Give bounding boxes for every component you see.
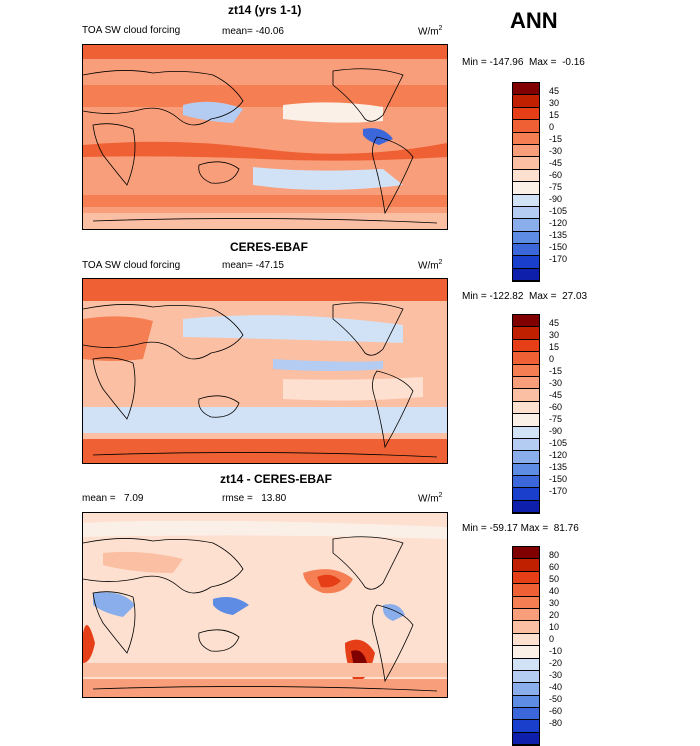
panel3-level: 50: [549, 574, 560, 584]
panel3-level: 40: [549, 586, 560, 596]
panel2-title: CERES-EBAF: [230, 240, 309, 254]
panel2-level: 0: [549, 354, 555, 364]
panel3-level: -50: [549, 694, 563, 704]
panel1-level: -135: [549, 230, 568, 240]
panel2-level: -45: [549, 390, 563, 400]
panel2-level: -60: [549, 402, 563, 412]
panel1-level: -120: [549, 218, 568, 228]
panel3-rmse: rmse = 13.80: [222, 493, 287, 504]
panel3-level: -60: [549, 706, 563, 716]
panel3-mean: mean = 7.09: [82, 493, 144, 504]
panel1-level: -105: [549, 206, 568, 216]
panel1-colorbar: 45 30 15 0 -15 -30 -45 -60 -75 -90 -105 …: [512, 82, 567, 283]
panel1-map: [82, 44, 448, 230]
season-label: ANN: [510, 8, 558, 33]
panel3-units: W/m2: [418, 492, 443, 505]
panel1-variable-label: TOA SW cloud forcing: [82, 25, 181, 36]
panel1-level: 0: [549, 122, 555, 132]
panel3-level: 0: [549, 634, 555, 644]
panel3-level: -80: [549, 718, 563, 728]
panel3-level: -20: [549, 658, 563, 668]
panel1-level: -45: [549, 158, 563, 168]
panel2-minmax: Min = -122.82 Max = 27.03: [462, 291, 588, 302]
panel2-level: 30: [549, 330, 560, 340]
panel1-minmax: Min = -147.96 Max = -0.16: [462, 57, 585, 68]
panel1-level: -150: [549, 242, 568, 252]
panel2-map: [82, 278, 448, 464]
panel3-title: zt14 - CERES-EBAF: [220, 472, 333, 486]
panel1-level: -60: [549, 170, 563, 180]
panel3-level: 30: [549, 598, 560, 608]
panel2-colorbar: 45 30 15 0 -15 -30 -45 -60 -75 -90 -105 …: [512, 314, 567, 515]
panel1-level: -15: [549, 134, 563, 144]
panel2-level: -120: [549, 450, 568, 460]
panel2-level: -30: [549, 378, 563, 388]
panel2-mean: mean= -47.15: [222, 260, 284, 271]
panel2-level: -170: [549, 486, 568, 496]
panel1-units: W/m2: [418, 25, 443, 38]
panel2-variable-label: TOA SW cloud forcing: [82, 260, 181, 271]
panel2-units: W/m2: [418, 259, 443, 272]
panel2-level: 15: [549, 342, 560, 352]
panel1-title: zt14 (yrs 1-1): [228, 3, 302, 17]
panel3-level: -40: [549, 682, 563, 692]
panel1-level: -30: [549, 146, 563, 156]
panel1-level: -90: [549, 194, 563, 204]
panel1-level: 30: [549, 98, 560, 108]
panel2-level: -105: [549, 438, 568, 448]
panel2-level: -15: [549, 366, 563, 376]
panel2-level: -90: [549, 426, 563, 436]
panel1-level: 45: [549, 86, 560, 96]
panel1-level: -75: [549, 182, 563, 192]
panel3-level: -10: [549, 646, 563, 656]
panel2-level: 45: [549, 318, 560, 328]
panel3-map: [82, 512, 448, 698]
panel3-level: -30: [549, 670, 563, 680]
panel2-level: -135: [549, 462, 568, 472]
panel3-colorbar: 80 60 50 40 30 20 10 0 -10 -20 -30 -40 -…: [512, 546, 562, 746]
panel3-level: 20: [549, 610, 560, 620]
panel3-minmax: Min = -59.17 Max = 81.76: [462, 523, 579, 534]
panel2-level: -150: [549, 474, 568, 484]
panel3-level: 60: [549, 562, 560, 572]
panel3-level: 80: [549, 550, 560, 560]
panel3-level: 10: [549, 622, 560, 632]
panel1-level: 15: [549, 110, 560, 120]
panel1-level: -170: [549, 254, 568, 264]
panel2-level: -75: [549, 414, 563, 424]
panel1-mean: mean= -40.06: [222, 26, 284, 37]
